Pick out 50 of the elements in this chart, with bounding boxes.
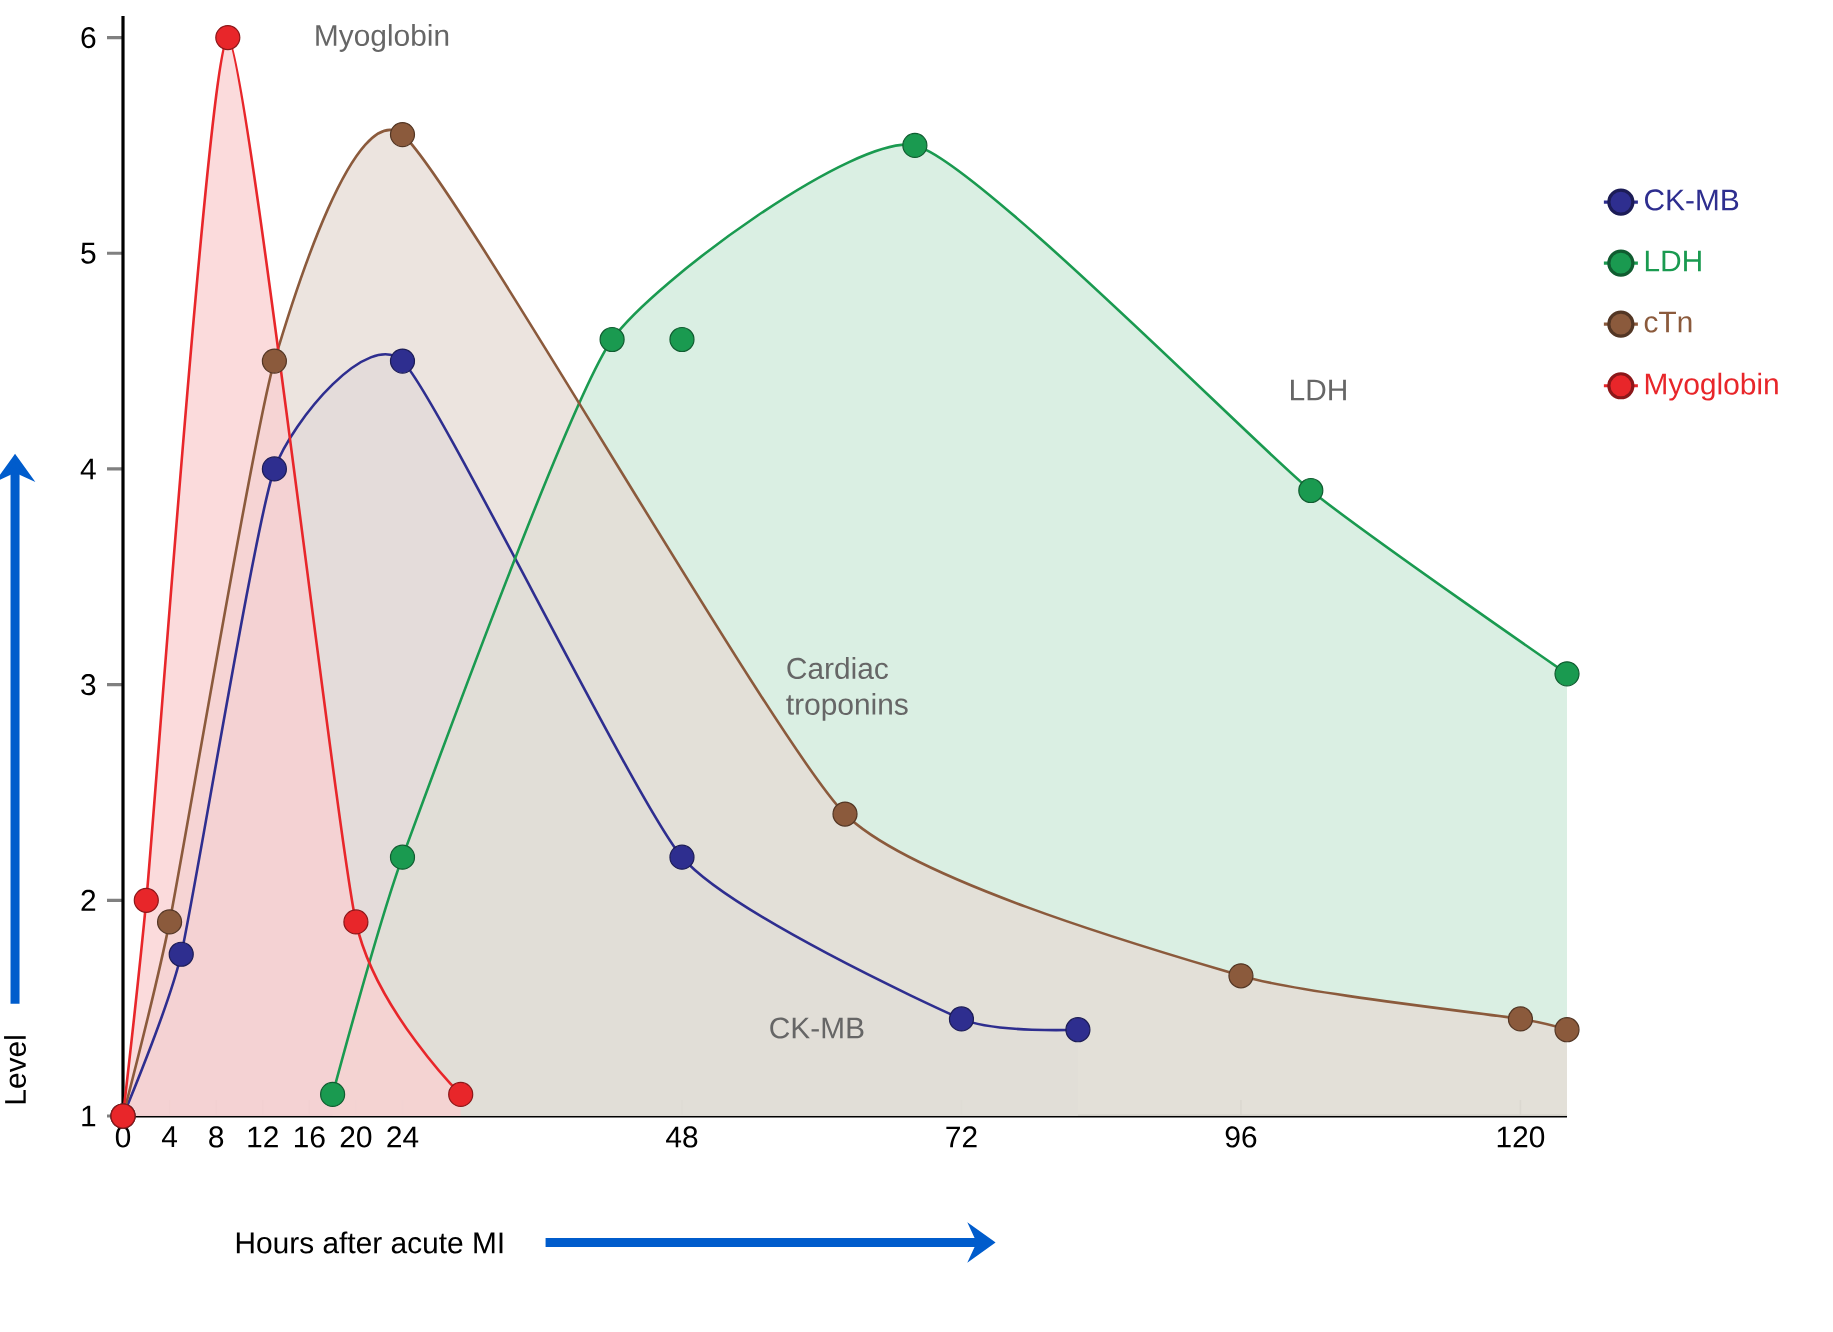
legend-label: Myoglobin [1645,372,1778,401]
y-tick-label: 2 [81,889,96,911]
legend-label: cTn [1644,311,1692,333]
x-tick-label: 12 [248,1126,278,1148]
point [389,122,416,148]
point [389,844,416,870]
x-axis-title: Hours after acute MI [236,1231,503,1254]
point [669,326,695,353]
point [168,941,194,967]
point [389,348,416,374]
point [320,1081,346,1108]
point [599,326,625,353]
x-tick-label: 4 [161,1126,178,1147]
x-tick-label: 48 [666,1126,698,1148]
annotation: CK-MB [770,1017,864,1039]
point [1554,1017,1580,1043]
point [156,909,183,935]
annotation: Myoglobin [316,24,449,52]
x-tick-label: 24 [387,1126,419,1148]
point [1554,661,1580,687]
y-tick-label: 3 [81,674,96,696]
y-tick-label: 5 [81,242,96,264]
point [261,348,287,374]
point [1065,1017,1091,1043]
x-tick-label: 8 [209,1126,224,1148]
y-tick-label: 6 [81,26,96,49]
x-tick-label: 72 [946,1126,977,1148]
point [948,1006,975,1032]
annotation: LDH [1291,379,1346,401]
x-tick-label: 20 [340,1126,372,1148]
point [1228,963,1254,989]
x-tick-label: 120 [1497,1126,1545,1148]
legend-label: LDH [1645,250,1701,272]
legend-label: CK-MB [1645,189,1739,211]
x-tick-label: 16 [294,1126,325,1148]
point [133,887,159,913]
point [448,1081,474,1108]
point [261,456,287,482]
y-tick-label: 4 [80,458,96,480]
point [669,844,695,870]
x-tick-label: 96 [1225,1126,1257,1148]
point [1507,1006,1534,1032]
y-tick-label: 1 [82,1105,96,1127]
point [832,801,858,827]
point [343,909,369,935]
point [902,132,928,158]
y-axis-title: Level [4,1036,26,1104]
point [1298,477,1324,504]
point [215,24,241,51]
annotation: Cardiac troponins [786,657,908,721]
